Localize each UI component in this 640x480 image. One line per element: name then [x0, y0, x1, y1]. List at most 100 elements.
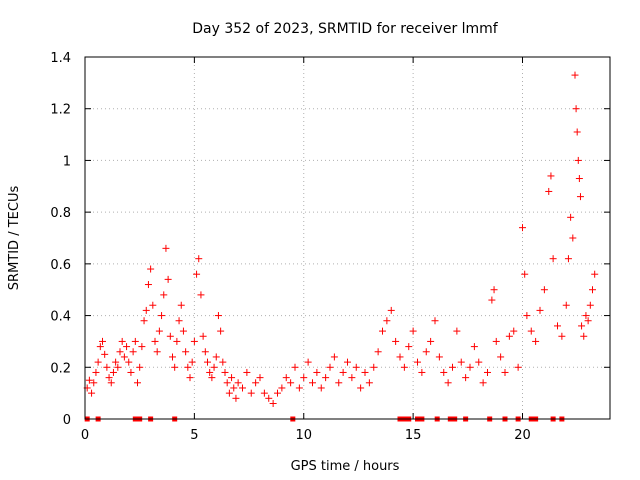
data-point: [400, 363, 408, 371]
data-point: [199, 332, 207, 340]
data-point: [120, 353, 128, 361]
ticks: 0 5 10 15 20 0 0.2 0.4 0.6 0.8 1 1.2 1.4: [50, 51, 610, 443]
data-point: [575, 175, 583, 183]
data-point: [578, 322, 586, 330]
data-point: [147, 265, 155, 273]
data-point: [440, 368, 448, 376]
data-points: [83, 71, 599, 407]
data-point: [490, 286, 498, 294]
data-point: [186, 374, 194, 382]
data-point: [206, 368, 214, 376]
data-point: [374, 348, 382, 356]
data-point: [348, 374, 356, 382]
data-point: [151, 337, 159, 345]
data-point: [153, 348, 161, 356]
data-point: [466, 363, 474, 371]
data-point: [201, 348, 209, 356]
data-point: [197, 291, 205, 299]
data-point: [392, 337, 400, 345]
data-point: [427, 337, 435, 345]
data-point: [545, 187, 553, 195]
x-tick-label: 0: [81, 428, 89, 443]
data-point: [540, 286, 548, 294]
data-point: [591, 270, 599, 278]
data-point: [449, 363, 456, 371]
data-point: [166, 332, 174, 340]
data-point: [90, 379, 98, 387]
data-point: [418, 368, 426, 376]
data-point: [572, 105, 580, 113]
data-point: [112, 358, 120, 366]
data-point: [177, 301, 185, 309]
data-point: [114, 363, 122, 371]
data-point: [175, 317, 183, 325]
data-point: [171, 363, 179, 371]
data-point: [497, 353, 505, 361]
y-tick-label: 0.8: [50, 206, 71, 221]
data-point: [357, 384, 365, 392]
data-point: [554, 322, 561, 330]
data-point: [278, 384, 286, 392]
x-tick-label: 10: [295, 428, 312, 443]
data-point: [195, 255, 203, 263]
y-tick-label: 0: [63, 413, 71, 428]
data-point: [370, 363, 378, 371]
data-point: [444, 379, 452, 387]
x-axis-label: GPS time / hours: [291, 459, 400, 474]
data-point: [287, 379, 295, 387]
data-point: [223, 379, 231, 387]
data-point: [558, 332, 566, 340]
data-point: [210, 363, 218, 371]
grid: [85, 57, 610, 419]
y-axis-label: SRMTID / TECUs: [7, 186, 22, 291]
y-tick-label: 0.2: [50, 361, 71, 376]
data-point: [564, 255, 572, 263]
data-point: [383, 317, 391, 325]
data-point: [182, 348, 190, 356]
data-point: [85, 376, 93, 384]
data-point: [304, 358, 312, 366]
data-point: [265, 394, 273, 402]
chart-title: Day 352 of 2023, SRMTID for receiver lmm…: [192, 21, 499, 37]
data-point: [352, 363, 360, 371]
data-point: [422, 348, 430, 356]
data-point: [217, 327, 225, 335]
data-point: [453, 327, 461, 335]
data-point: [510, 327, 518, 335]
data-point: [479, 379, 487, 387]
data-point: [116, 348, 124, 356]
data-point: [142, 306, 150, 314]
data-point: [435, 353, 443, 361]
data-point: [492, 337, 500, 345]
data-point: [256, 374, 264, 382]
data-point: [379, 327, 386, 335]
data-point: [589, 286, 596, 294]
data-point: [228, 374, 236, 382]
y-tick-label: 1: [63, 154, 71, 169]
data-point: [573, 128, 581, 136]
data-point: [179, 327, 187, 335]
data-point: [291, 363, 299, 371]
data-point: [365, 379, 373, 387]
data-point: [470, 343, 478, 351]
data-point: [88, 389, 96, 397]
data-point: [282, 374, 290, 382]
data-point: [239, 384, 246, 392]
data-point: [300, 374, 308, 382]
plot-frame: [84, 56, 611, 420]
data-point: [521, 270, 529, 278]
data-point: [339, 368, 347, 376]
data-point: [387, 306, 395, 314]
data-point: [188, 358, 196, 366]
data-point: [138, 343, 146, 351]
data-point: [569, 234, 577, 242]
data-point: [547, 172, 555, 180]
data-point: [136, 363, 144, 371]
data-point: [457, 358, 465, 366]
y-tick-label: 1.2: [50, 103, 71, 118]
data-point: [295, 384, 303, 392]
data-point: [125, 358, 133, 366]
data-point: [326, 363, 334, 371]
data-point: [523, 312, 531, 320]
data-point: [169, 353, 176, 361]
